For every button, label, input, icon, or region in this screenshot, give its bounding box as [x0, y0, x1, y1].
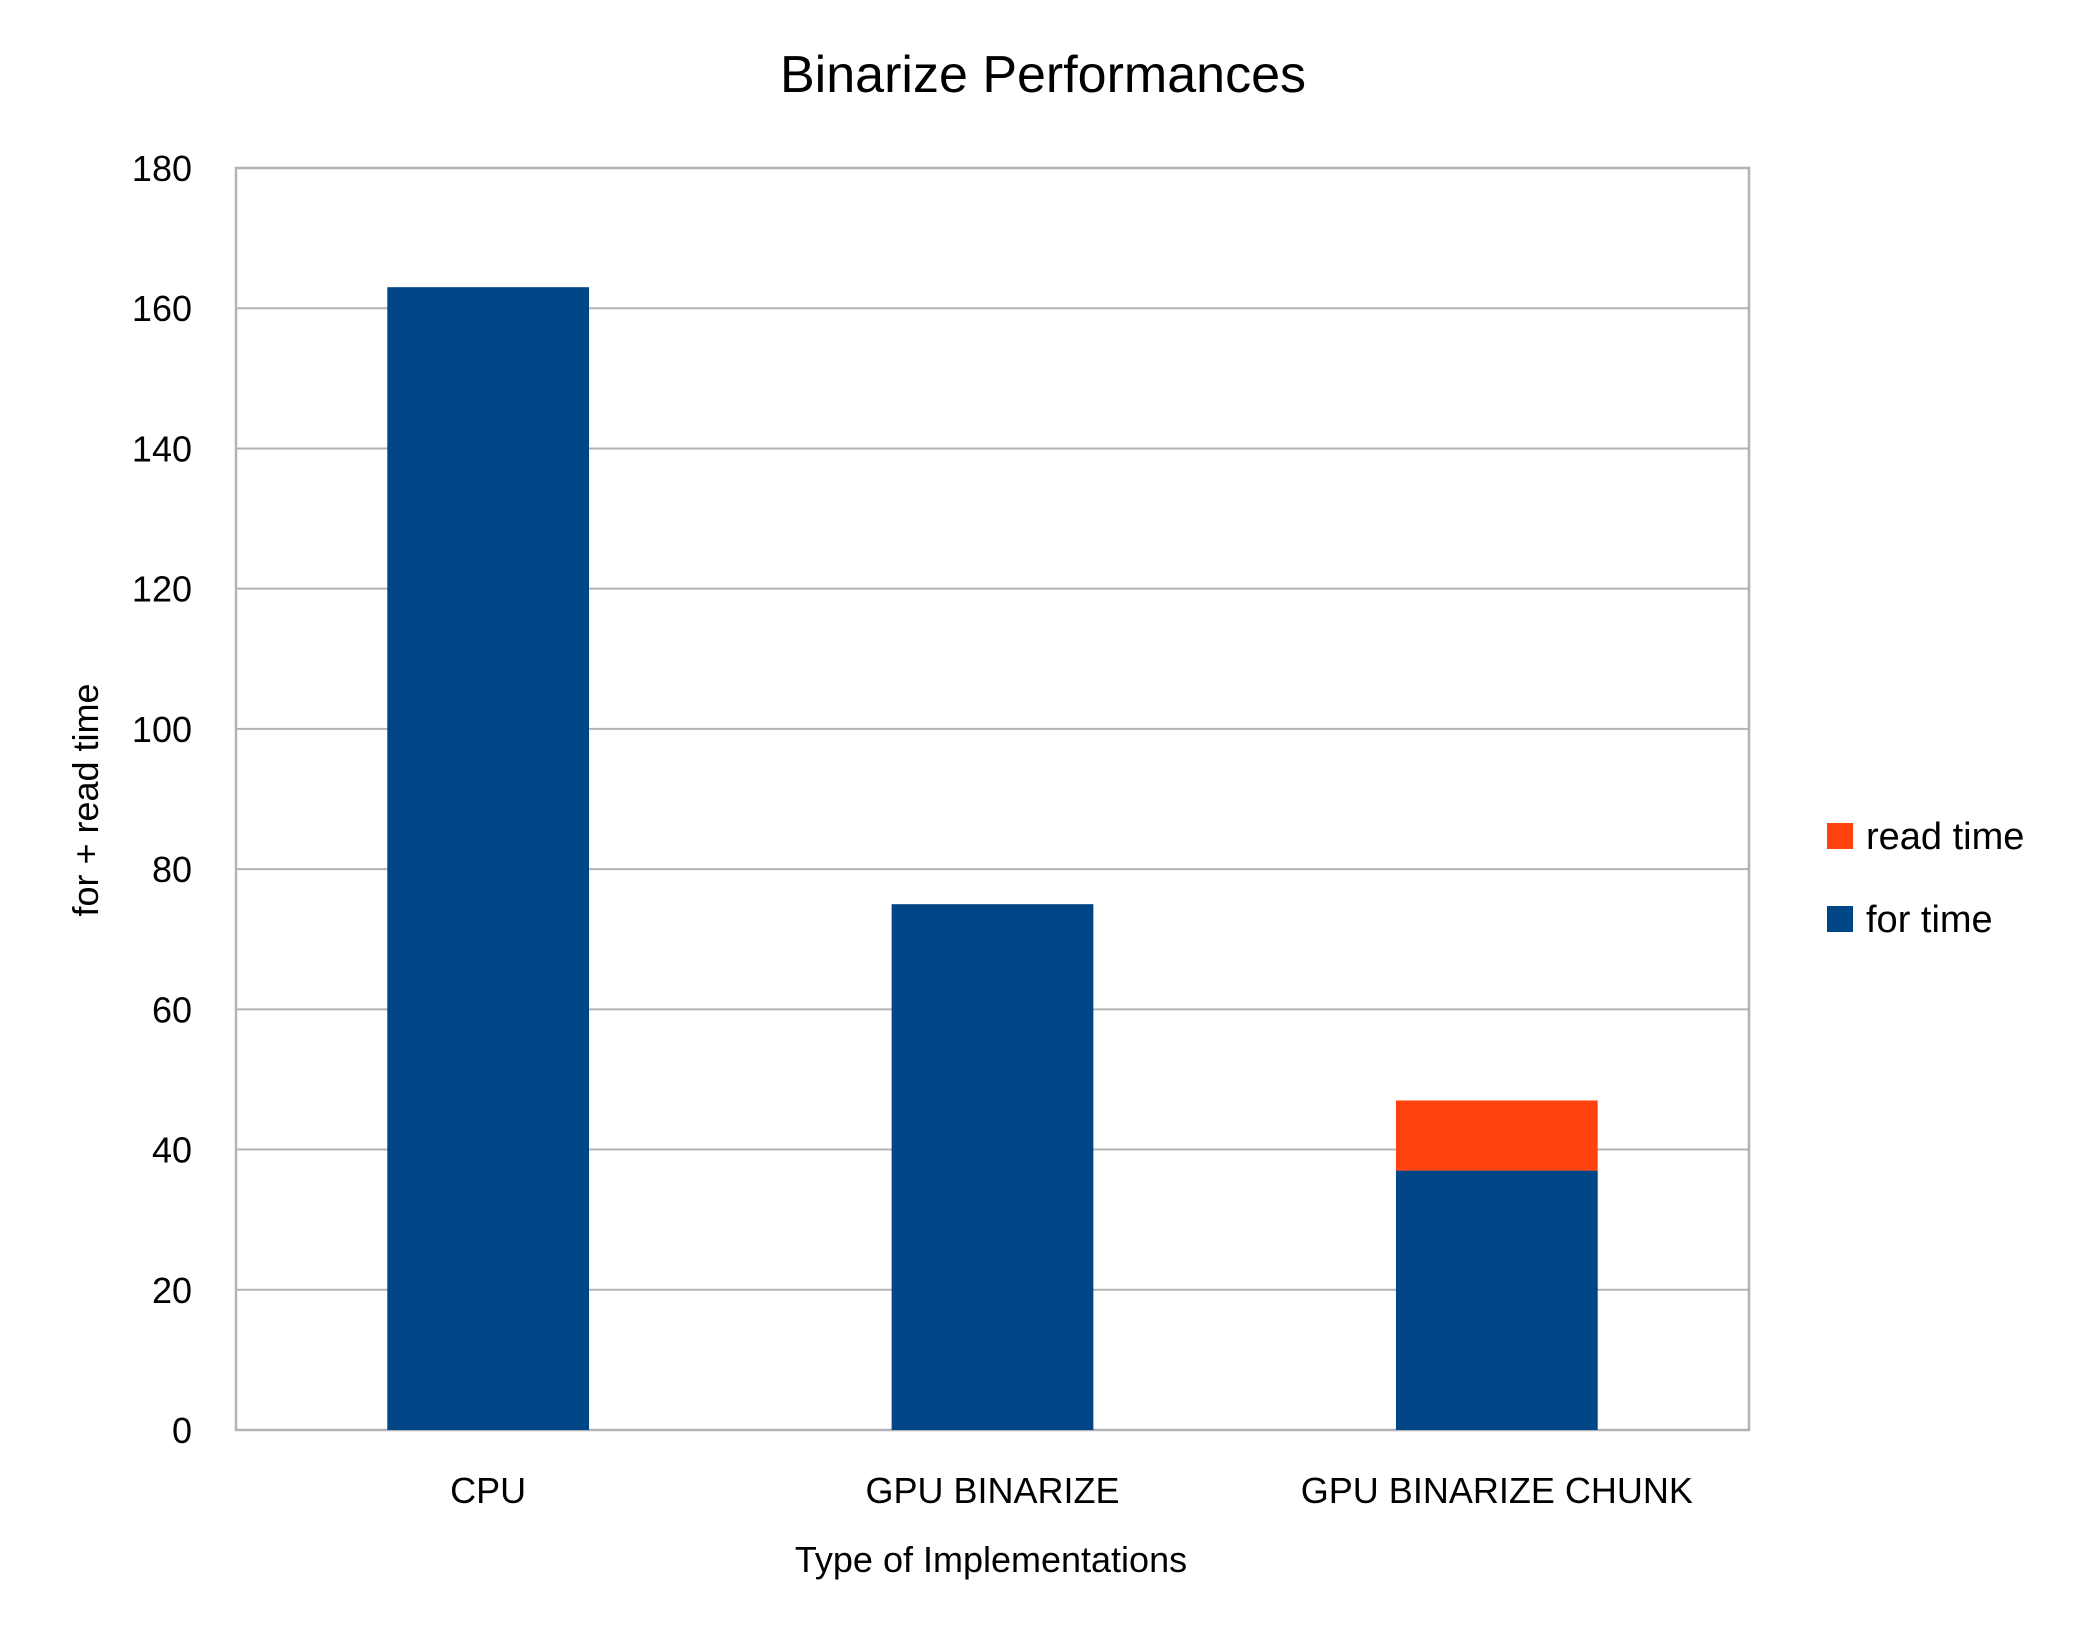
y-axis-title: for + read time: [65, 683, 106, 916]
x-axis-title: Type of Implementations: [795, 1539, 1187, 1580]
y-tick-label: 180: [132, 148, 192, 189]
x-tick-label: CPU: [450, 1470, 526, 1511]
y-tick-label: 40: [152, 1130, 192, 1171]
y-tick-label: 80: [152, 849, 192, 890]
x-axis-tick-labels: CPU GPU BINARIZE GPU BINARIZE CHUNK: [450, 1470, 1693, 1511]
legend-swatch: [1827, 906, 1853, 932]
y-tick-label: 160: [132, 288, 192, 329]
legend-label: for time: [1866, 899, 1993, 941]
y-axis-tick-labels: 0 20 40 60 80 100 120 140 160 180: [132, 148, 192, 1451]
y-tick-label: 0: [172, 1410, 192, 1451]
legend-swatch: [1827, 823, 1853, 849]
y-tick-label: 140: [132, 428, 192, 469]
bar-for-time: [387, 287, 590, 1430]
legend: read time for time: [1827, 816, 2024, 941]
bar-read-time: [1395, 1100, 1598, 1171]
y-tick-label: 120: [132, 569, 192, 610]
legend-label: read time: [1866, 816, 2024, 858]
y-tick-label: 100: [132, 709, 192, 750]
chart-title: Binarize Performances: [780, 46, 1306, 104]
bar-for-time: [891, 904, 1094, 1430]
bars: [387, 287, 1598, 1430]
y-tick-label: 60: [152, 989, 192, 1030]
x-tick-label: GPU BINARIZE CHUNK: [1301, 1470, 1693, 1511]
x-tick-label: GPU BINARIZE: [865, 1470, 1119, 1511]
y-tick-label: 20: [152, 1270, 192, 1311]
bar-for-time: [1395, 1170, 1598, 1430]
